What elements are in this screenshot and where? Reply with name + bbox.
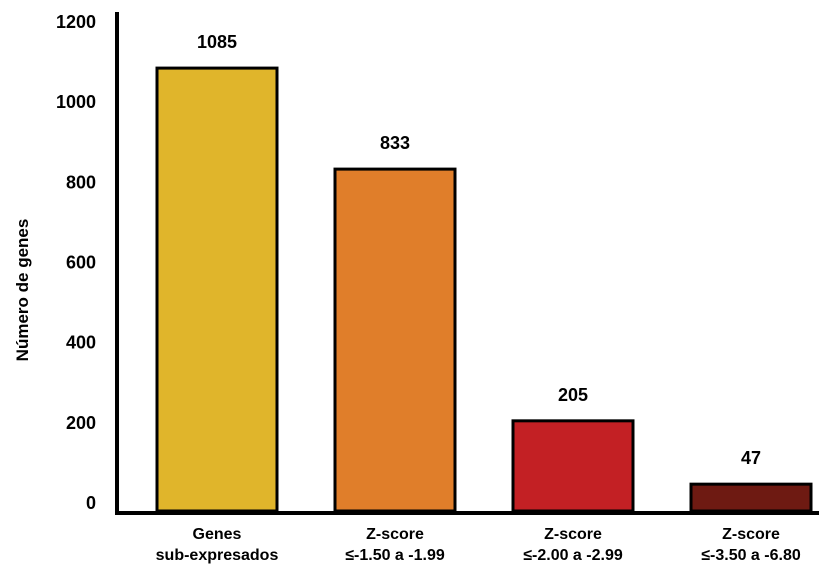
y-tick-label: 400 [66,333,96,353]
y-tick-label: 800 [66,172,96,192]
x-tick-label: Genes [193,526,242,543]
y-tick-label: 200 [66,413,96,433]
y-tick-label: 0 [86,493,96,513]
x-tick-label: ≤-3.50 a -6.80 [701,547,801,564]
y-axis-label-group: Número de genes [13,219,32,362]
y-tick-label: 600 [66,253,96,273]
bar [689,482,813,513]
data-label: 1085 [197,32,237,52]
x-tick-label: ≤-1.50 a -1.99 [345,547,445,564]
x-axis-ticks: Genes sub-expresados Z-score ≤-1.50 a -1.99… [156,526,801,564]
data-labels: 1085 833 205 47 [197,32,761,468]
data-label: 205 [558,385,588,405]
x-tick-label: Z-score [366,526,424,543]
x-tick-label: Z-score [544,526,602,543]
y-tick-label: 1000 [56,92,96,112]
data-label: 47 [741,448,761,468]
bar [511,419,635,513]
y-tick-label: 1200 [56,12,96,32]
bar [333,167,457,513]
x-tick-label: Z-score [722,526,780,543]
y-axis-label: Número de genes [13,219,32,362]
y-axis-ticks: 0 200 400 600 800 1000 1200 [56,12,96,513]
data-label: 833 [380,133,410,153]
bars [155,66,813,513]
bar [155,66,279,513]
x-tick-label: ≤-2.00 a -2.99 [523,547,623,564]
x-tick-label: sub-expresados [156,547,279,564]
